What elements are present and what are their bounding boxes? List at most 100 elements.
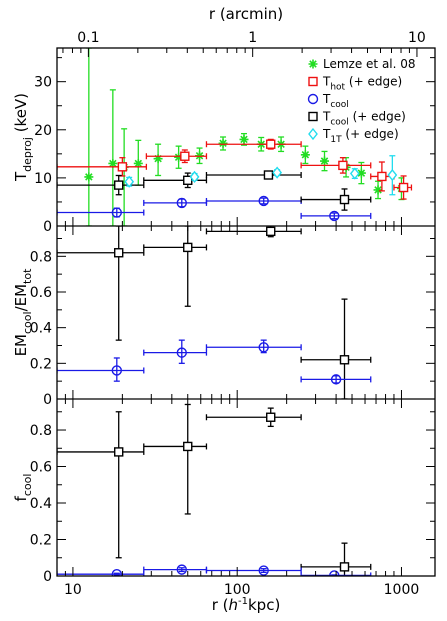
diamond-marker xyxy=(189,170,200,184)
square-marker xyxy=(180,151,190,161)
data-point xyxy=(205,138,302,150)
square-marker xyxy=(266,226,276,237)
series-cool_edge xyxy=(57,226,372,399)
data-point xyxy=(108,89,118,226)
legend-item-hot: Thot (+ edge) xyxy=(308,75,402,93)
series-hot xyxy=(57,138,413,200)
square-marker xyxy=(114,447,124,457)
data-point xyxy=(272,166,283,179)
y-tick-label: 0.6 xyxy=(30,460,52,476)
data-point xyxy=(300,374,372,385)
top-axis-label: r (arcmin) xyxy=(209,5,283,23)
star-marker xyxy=(300,150,310,160)
data-point xyxy=(143,197,208,209)
y-tick-label: 0 xyxy=(43,392,52,408)
circle-marker xyxy=(307,93,319,105)
legend-label: Tcool xyxy=(322,92,349,110)
top-tick-label: 0.1 xyxy=(77,30,99,46)
square-marker xyxy=(266,139,276,149)
square-marker xyxy=(117,162,128,172)
data-point xyxy=(57,357,145,382)
square-marker xyxy=(263,170,274,180)
x-tick-label: 100 xyxy=(224,582,251,598)
panel-em_ratio: 0 0.2 0.4 0.6 0.8 EMcool/EMtot xyxy=(12,226,435,408)
data-point xyxy=(124,175,135,188)
legend-item-cool_edge: Tcool (+ edge) xyxy=(308,110,406,128)
y-tick-label: 0.2 xyxy=(30,356,52,372)
y-axis-label: EMcool/EMtot xyxy=(12,268,34,357)
data-point xyxy=(218,136,228,151)
circle-marker xyxy=(329,210,340,222)
legend-label: Tcool (+ edge) xyxy=(322,110,406,128)
data-point xyxy=(84,48,94,226)
y-tick-label: 0.8 xyxy=(30,249,52,265)
y-tick-label: 0 xyxy=(43,219,52,235)
legend-label: T1T (+ edge) xyxy=(322,127,399,145)
data-point xyxy=(133,139,143,186)
data-point xyxy=(300,188,372,211)
data-point xyxy=(320,150,330,172)
diamond-marker xyxy=(308,127,318,141)
circle-marker xyxy=(258,342,269,353)
y-tick-label: 0.2 xyxy=(30,533,52,549)
plot-frame xyxy=(56,47,436,577)
data-point xyxy=(57,568,145,576)
data-point xyxy=(300,542,372,576)
data-point xyxy=(205,565,302,576)
star-marker xyxy=(373,185,383,195)
diamond-marker xyxy=(349,167,360,180)
data-point xyxy=(189,170,200,184)
circle-marker xyxy=(111,568,123,576)
star-marker xyxy=(174,152,184,162)
star-marker xyxy=(218,138,228,148)
square-marker xyxy=(339,355,350,365)
diamond-marker xyxy=(387,168,398,182)
star-marker xyxy=(153,154,163,164)
data-point xyxy=(349,167,360,180)
y-tick-label: 0 xyxy=(43,569,52,585)
data-point xyxy=(300,210,372,222)
y-axis-label: fcool xyxy=(12,474,34,502)
data-point xyxy=(143,403,208,515)
series-group-em_ratio xyxy=(57,226,372,399)
series-cool_edge xyxy=(57,170,372,211)
data-point xyxy=(300,298,372,399)
data-point xyxy=(387,155,398,196)
series-cool xyxy=(57,339,372,385)
y-tick-label: 20 xyxy=(34,123,52,139)
panel-f_cool: 0 0.2 0.4 0.6 0.8 fcool xyxy=(12,403,435,585)
star-marker xyxy=(356,168,366,178)
circle-marker xyxy=(111,365,123,376)
legend-label: Lemze et al. 08 xyxy=(323,57,416,71)
data-point xyxy=(239,132,249,146)
square-marker xyxy=(398,182,409,193)
y-tick-label: 0.4 xyxy=(30,496,52,512)
circle-marker xyxy=(111,207,123,218)
circle-marker xyxy=(258,195,269,207)
y-tick-label: 0.4 xyxy=(30,321,52,337)
square-marker xyxy=(339,194,350,205)
x-tick-label: 10 xyxy=(64,582,82,598)
data-point xyxy=(57,411,145,559)
top-tick-label: 1 xyxy=(248,30,257,46)
series-group-f_cool xyxy=(57,403,372,576)
square-marker xyxy=(114,180,124,190)
circle-marker xyxy=(176,197,187,209)
square-marker xyxy=(339,562,350,572)
star-marker xyxy=(320,156,330,166)
data-point xyxy=(143,564,208,575)
data-point xyxy=(143,226,208,307)
data-point xyxy=(57,157,148,177)
data-point xyxy=(300,157,372,174)
data-point xyxy=(57,207,145,218)
diamond-marker xyxy=(272,166,283,179)
x-tick-label: 1000 xyxy=(384,582,420,598)
circle-marker xyxy=(258,565,269,576)
data-point xyxy=(205,170,302,180)
data-point xyxy=(143,339,208,364)
y-tick-label: 0.6 xyxy=(30,285,52,301)
